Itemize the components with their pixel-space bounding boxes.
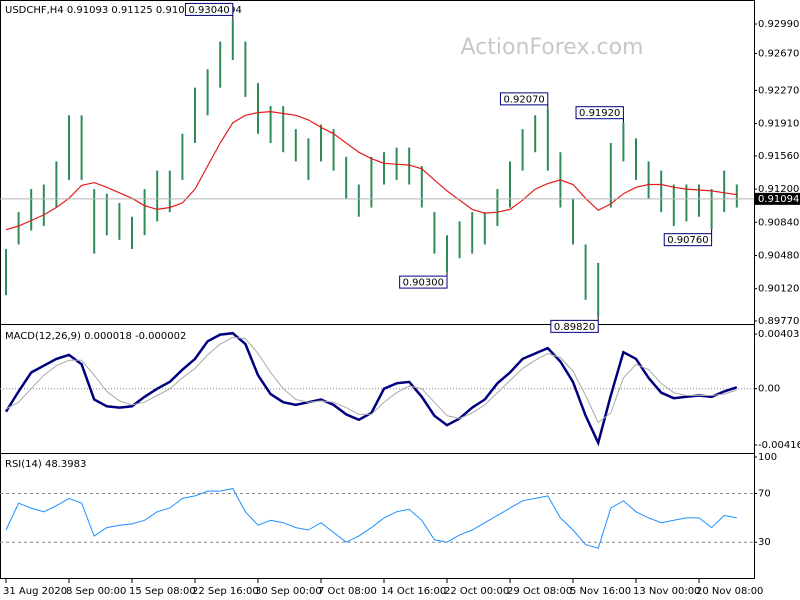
x-tick-label: 5 Nov 16:00 <box>570 586 631 597</box>
x-tick-label: 29 Oct 08:00 <box>507 586 572 597</box>
annotation-label: 0.93040 <box>188 5 229 16</box>
y-tick-label: 0.90480 <box>758 250 799 261</box>
annotation-box <box>399 275 448 289</box>
y-tick-label: 0.89770 <box>758 316 799 327</box>
y-tick-label: 0.00 <box>758 384 780 395</box>
x-tick-label: 20 Nov 08:00 <box>696 586 763 597</box>
annotation-label: 0.90300 <box>403 278 444 289</box>
frame <box>0 0 755 579</box>
annotation-label: 0.92070 <box>503 94 544 105</box>
annotation-label: 0.89820 <box>554 322 595 333</box>
y-tick-label: 0.92990 <box>758 19 799 30</box>
y-tick-label: 0.90840 <box>758 217 799 228</box>
indicator-line <box>5 488 737 549</box>
annotation-label: 0.90760 <box>667 235 708 246</box>
y-tick-label: 0.92670 <box>758 49 799 60</box>
x-tick-label: 22 Sep 16:00 <box>192 586 259 597</box>
y-tick-label: 70 <box>758 489 771 500</box>
annotation-box <box>550 319 599 333</box>
x-tick-label: 7 Oct 08:00 <box>318 586 377 597</box>
y-tick-label: 100 <box>758 452 777 463</box>
y-tick-label: -0.00416 <box>758 440 800 451</box>
last-price-label: 0.91094 <box>758 194 799 205</box>
watermark: ActionForex.com <box>461 35 644 60</box>
x-tick-label: 13 Nov 00:00 <box>633 586 700 597</box>
last-price-box <box>755 192 800 205</box>
macd-title: MACD(12,26,9) 0.000018 -0.000002 <box>5 331 186 342</box>
x-tick-label: 31 Aug 2020 <box>3 586 67 597</box>
x-tick-label: 15 Sep 08:00 <box>129 586 196 597</box>
y-tick-label: 0.91200 <box>758 184 799 195</box>
annotation-box <box>663 233 713 247</box>
rsi-title: RSI(14) 48.3983 <box>5 459 86 470</box>
x-tick-label: 22 Oct 00:00 <box>444 586 509 597</box>
annotation-label: 0.91920 <box>579 108 620 119</box>
y-tick-label: 0.004039 <box>758 329 800 340</box>
annotation-box <box>184 2 234 16</box>
annotation-box <box>575 106 624 120</box>
y-tick-label: 0.92270 <box>758 85 799 96</box>
indicator-line <box>4 331 738 447</box>
y-tick-label: 0.91910 <box>758 119 799 130</box>
annotation-box <box>499 92 549 106</box>
y-tick-label: 0.91560 <box>758 151 799 162</box>
moving-average <box>5 110 737 231</box>
indicator-line <box>5 336 737 424</box>
y-tick-label: 30 <box>758 537 771 548</box>
x-tick-label: 30 Sep 00:00 <box>255 586 322 597</box>
x-tick-label: 14 Oct 16:00 <box>381 586 446 597</box>
chart-title: USDCHF,H4 0.91093 0.91125 0.91061 0.9109… <box>5 5 242 16</box>
x-tick-label: 8 Sep 00:00 <box>66 586 126 597</box>
y-tick-label: 0.90120 <box>758 284 799 295</box>
